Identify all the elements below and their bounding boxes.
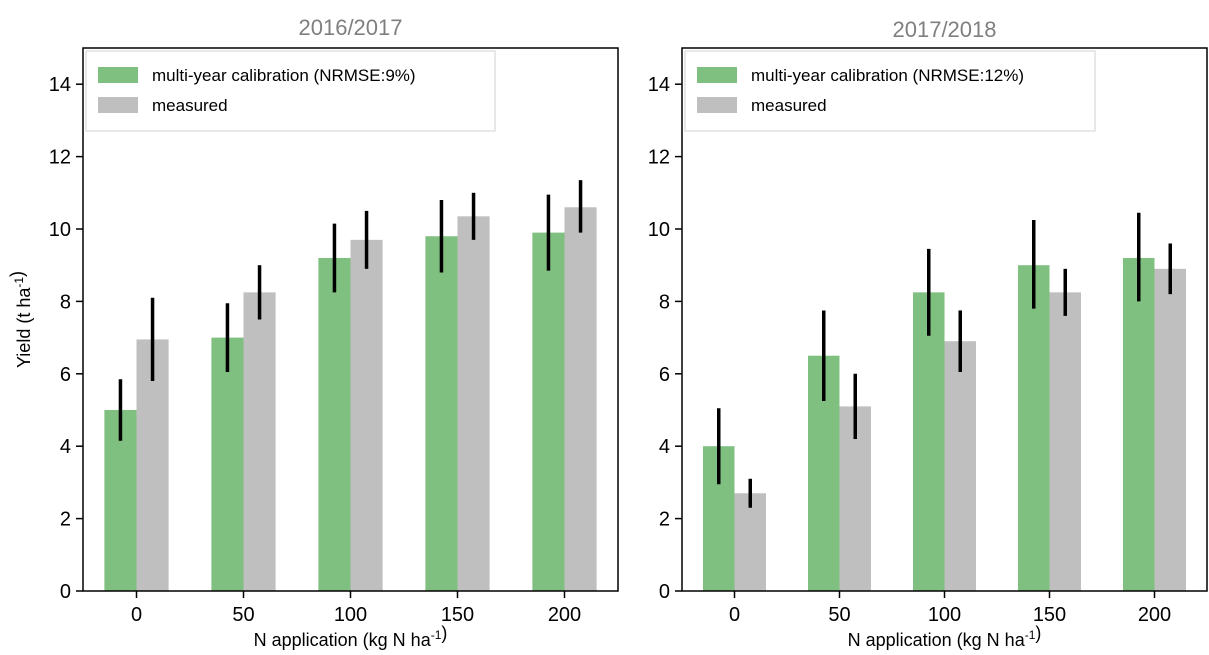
legend-label-1: multi-year calibration (NRMSE:9%) (152, 66, 416, 85)
bar-s2-100 (350, 239, 383, 592)
bar-s2-0 (136, 339, 169, 591)
legend-swatch-1 (697, 67, 737, 83)
y-tick-label: 6 (659, 364, 670, 386)
bar-s1-100 (318, 257, 351, 591)
x-tick-label: 100 (928, 604, 961, 626)
legend-label-2: measured (152, 96, 228, 115)
x-tick-label: 150 (441, 604, 474, 626)
y-tick-label: 0 (659, 581, 670, 603)
y-tick-label: 14 (648, 74, 670, 96)
bar-s1-200 (1123, 257, 1155, 591)
x-tick-label: 200 (1138, 604, 1171, 626)
x-tick-label: 150 (1033, 604, 1066, 626)
y-tick-label: 8 (60, 291, 71, 313)
legend-swatch-1 (98, 67, 138, 83)
chart-panel-1: 2016/2017 0 2 4 6 8 10 12 14 0 50 100 150 200 N applic… (7, 15, 619, 650)
y-tick-label: 4 (60, 436, 71, 458)
x-tick-label: 100 (334, 604, 367, 626)
x-tick-label: 0 (729, 604, 740, 626)
bar-s1-200 (532, 232, 565, 591)
y-tick-label: 2 (60, 509, 71, 531)
y-tick-label: 10 (648, 219, 670, 241)
bar-s2-150 (1049, 292, 1081, 591)
y-tick-label: 4 (659, 436, 670, 458)
legend-label-1: multi-year calibration (NRMSE:12%) (751, 66, 1024, 85)
legend-swatch-2 (98, 97, 138, 113)
y-tick-label: 2 (659, 509, 670, 531)
bar-s1-50 (211, 337, 244, 591)
bar-s1-150 (425, 236, 458, 592)
legend-swatch-2 (697, 97, 737, 113)
y-tick-label: 12 (648, 147, 670, 169)
x-tick-label: 50 (828, 604, 850, 626)
y-tick-label: 14 (49, 74, 71, 96)
y-axis-label: Yield (t ha-1) (7, 271, 34, 368)
y-tick-label: 6 (60, 364, 71, 386)
chart-title: 2016/2017 (299, 15, 403, 40)
legend: multi-year calibration (NRMSE:9%) measure… (85, 50, 496, 132)
bar-s2-100 (944, 341, 976, 591)
y-tick-label: 8 (659, 291, 670, 313)
bar-s2-150 (457, 216, 490, 591)
y-tick-label: 10 (49, 219, 71, 241)
x-tick-label: 0 (131, 604, 142, 626)
bar-s1-150 (1018, 265, 1050, 591)
chart-panel-2: 2017/2018 0 2 4 6 8 10 12 14 0 50 100 150 200 N applic… (648, 17, 1208, 650)
x-axis-label: N application (kg N ha-1) (848, 623, 1042, 650)
y-tick-label: 12 (49, 147, 71, 169)
legend-label-2: measured (751, 96, 827, 115)
bar-s2-200 (564, 207, 597, 591)
bar-s1-100 (913, 292, 945, 591)
bar-s2-200 (1154, 268, 1186, 591)
legend-box (684, 50, 1096, 132)
x-axis-label: N application (kg N ha-1) (254, 623, 448, 650)
bar-s2-0 (734, 493, 766, 591)
chart-title: 2017/2018 (893, 17, 997, 42)
legend-box (85, 50, 496, 132)
x-tick-label: 50 (232, 604, 254, 626)
x-tick-label: 200 (548, 604, 581, 626)
bar-s2-50 (243, 292, 276, 591)
y-tick-label: 0 (60, 581, 71, 603)
legend: multi-year calibration (NRMSE:12%) measur… (684, 50, 1096, 132)
